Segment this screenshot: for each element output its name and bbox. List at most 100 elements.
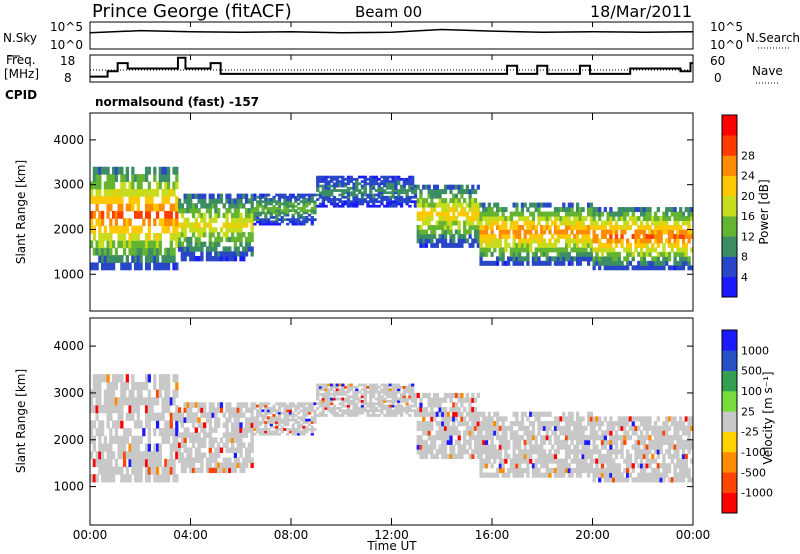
heatmap-cell	[164, 397, 168, 406]
heatmap-cell	[567, 416, 571, 422]
heatmap-cell	[172, 435, 176, 444]
heatmap-cell	[169, 255, 173, 263]
heatmap-cell	[186, 241, 190, 247]
heatmap-cell	[153, 188, 157, 197]
heatmap-cell	[656, 439, 660, 445]
heatmap-cell	[435, 189, 439, 195]
heatmap-cell	[166, 218, 171, 227]
heatmap-cell	[253, 207, 257, 210]
heatmap-cell	[433, 411, 437, 417]
heatmap-cell	[631, 265, 635, 271]
heatmap-cell	[518, 449, 522, 455]
heatmap-cell	[614, 421, 619, 427]
heatmap-cell	[332, 414, 337, 417]
heatmap-cell	[540, 439, 544, 445]
heatmap-cell	[352, 392, 356, 396]
heatmap-cell	[540, 421, 544, 427]
heatmap-cell	[120, 412, 124, 421]
heatmap-cell	[100, 374, 105, 383]
heatmap-cell	[147, 188, 151, 197]
heatmap-cell	[166, 188, 171, 197]
heatmap-cell	[327, 404, 331, 408]
heatmap-cell	[586, 229, 591, 235]
heatmap-cell	[595, 247, 599, 253]
heatmap-cell	[374, 406, 379, 410]
cpid-text: normalsound (fast) -157	[95, 95, 259, 109]
heatmap-cell	[659, 472, 663, 478]
heatmap-cell	[103, 374, 107, 383]
heatmap-cell	[430, 198, 434, 204]
heatmap-cell	[609, 425, 613, 431]
heatmap-cell	[139, 389, 143, 398]
heatmap-cell	[111, 466, 116, 475]
heatmap-cell	[559, 256, 563, 262]
heatmap-cell	[283, 409, 287, 413]
heatmap-cell	[653, 224, 658, 230]
heatmap-cell	[106, 255, 110, 263]
heatmap-cell	[534, 207, 538, 213]
heatmap-cell	[90, 428, 94, 437]
heatmap-cell	[142, 397, 146, 406]
heatmap-cell	[681, 449, 686, 455]
heatmap-cell	[256, 411, 260, 415]
heatmap-cell	[482, 458, 486, 464]
heatmap-cell	[144, 262, 149, 271]
heatmap-cell	[307, 218, 312, 222]
xtick-label: 00:00	[676, 528, 711, 542]
heatmap-cell	[498, 251, 502, 257]
heatmap-cell	[642, 238, 647, 244]
heatmap-cell	[509, 251, 514, 257]
heatmap-cell	[131, 203, 135, 212]
heatmap-cell	[537, 211, 541, 217]
heatmap-cell	[687, 207, 691, 213]
heatmap-cell	[371, 406, 376, 410]
heatmap-cell	[642, 425, 647, 431]
heatmap-cell	[349, 399, 353, 403]
heatmap-cell	[589, 207, 593, 213]
heatmap-cell	[385, 388, 390, 392]
heatmap-cell	[369, 404, 373, 408]
heatmap-cell	[449, 425, 453, 431]
heatmap-cell	[556, 463, 560, 469]
heatmap-cell	[484, 472, 489, 478]
heatmap-cell	[603, 444, 607, 450]
heatmap-cell	[341, 399, 345, 403]
heatmap-cell	[352, 189, 356, 192]
heatmap-cell	[457, 184, 461, 190]
heatmap-cell	[592, 224, 596, 230]
heatmap-cell	[111, 397, 116, 406]
heatmap-cell	[211, 402, 215, 408]
heatmap-cell	[465, 184, 470, 190]
heatmap-cell	[471, 202, 475, 208]
heatmap-cell	[495, 224, 500, 230]
heatmap-cell	[358, 191, 362, 195]
heatmap-cell	[203, 217, 207, 223]
heatmap-cell	[687, 220, 691, 226]
heatmap-cell	[106, 232, 110, 241]
heatmap-cell	[310, 428, 314, 431]
heatmap-cell	[153, 166, 157, 175]
heatmap-cell	[103, 435, 107, 444]
heatmap-cell	[493, 233, 497, 239]
heatmap-cell	[253, 418, 257, 422]
heatmap-cell	[214, 422, 218, 428]
heatmap-cell	[537, 233, 541, 239]
xtick-label: 20:00	[575, 528, 610, 542]
heatmap-cell	[383, 189, 387, 192]
heatmap-cell	[164, 420, 168, 429]
heatmap-cell	[575, 251, 580, 257]
heatmap-cell	[239, 256, 243, 262]
heatmap-cell	[573, 467, 577, 474]
heatmap-cell	[211, 198, 215, 204]
heatmap-cell	[125, 474, 129, 483]
heatmap-cell	[405, 200, 409, 204]
heatmap-cell	[327, 402, 331, 406]
heatmap-cell	[280, 402, 284, 406]
heatmap-cell	[595, 435, 599, 441]
heatmap-cell	[573, 453, 577, 459]
heatmap-cell	[225, 442, 229, 448]
heatmap-cell	[297, 193, 301, 197]
heatmap-cell	[280, 428, 284, 431]
heatmap-cell	[495, 207, 500, 213]
heatmap-cell	[371, 193, 376, 197]
